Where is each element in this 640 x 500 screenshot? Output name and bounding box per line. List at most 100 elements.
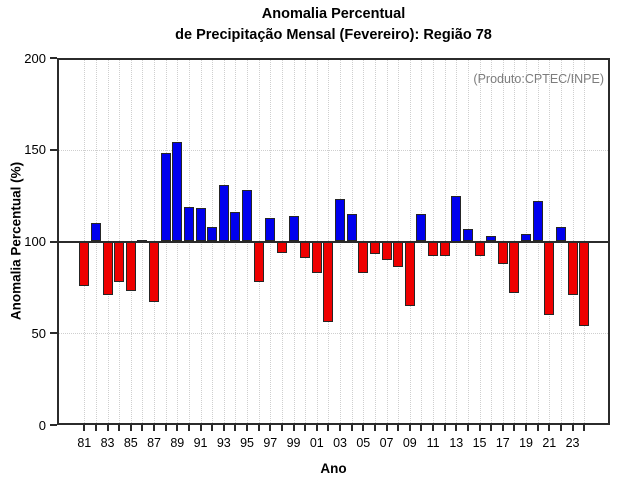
h-gridline-150 — [57, 149, 610, 151]
x-tick-07 — [385, 425, 388, 431]
bar-10 — [416, 213, 427, 242]
x-tick-82 — [94, 425, 97, 431]
x-tick-11 — [432, 425, 435, 431]
x-tick-03 — [339, 425, 342, 431]
x-tick-05 — [362, 425, 365, 431]
bar-21 — [544, 241, 555, 315]
bar-15 — [474, 241, 485, 257]
y-tick-label-200: 200 — [24, 50, 46, 66]
x-tick-81 — [83, 425, 86, 431]
bar-13 — [451, 195, 462, 242]
x-tick-95 — [246, 425, 249, 431]
bar-12 — [439, 241, 450, 257]
bar-90 — [183, 206, 194, 242]
x-tick-label-91: 91 — [193, 436, 208, 450]
x-tick-17 — [501, 425, 504, 431]
x-tick-label-19: 19 — [519, 436, 534, 450]
x-tick-22 — [559, 425, 562, 431]
bar-22 — [555, 226, 566, 242]
x-tick-label-15: 15 — [472, 436, 487, 450]
bar-87 — [149, 241, 160, 303]
x-tick-84 — [118, 425, 121, 431]
y-tick-label-0: 0 — [38, 417, 46, 433]
y-tick-100 — [50, 240, 57, 243]
x-tick-label-03: 03 — [333, 436, 348, 450]
bar-83 — [102, 241, 113, 295]
bar-07 — [381, 241, 392, 260]
x-tick-08 — [397, 425, 400, 431]
x-tick-10 — [420, 425, 423, 431]
x-tick-97 — [269, 425, 272, 431]
x-tick-label-95: 95 — [240, 436, 255, 450]
x-tick-88 — [164, 425, 167, 431]
x-tick-label-89: 89 — [170, 436, 185, 450]
chart-title-line2: de Precipitação Mensal (Fevereiro): Regi… — [175, 27, 492, 43]
x-tick-24 — [583, 425, 586, 431]
bar-94 — [230, 212, 241, 242]
bar-97 — [265, 217, 276, 242]
x-tick-label-17: 17 — [495, 436, 510, 450]
bar-02 — [323, 241, 334, 323]
x-tick-label-97: 97 — [263, 436, 278, 450]
x-tick-13 — [455, 425, 458, 431]
x-tick-04 — [350, 425, 353, 431]
x-tick-label-13: 13 — [449, 436, 464, 450]
bar-01 — [311, 241, 322, 273]
x-tick-23 — [571, 425, 574, 431]
bar-91 — [195, 208, 206, 242]
x-tick-label-07: 07 — [379, 436, 394, 450]
x-tick-01 — [315, 425, 318, 431]
bar-18 — [509, 241, 520, 293]
chart-title: Anomalia Percentual de Precipitação Mens… — [57, 4, 610, 46]
x-tick-14 — [466, 425, 469, 431]
x-tick-label-99: 99 — [286, 436, 301, 450]
bar-89 — [172, 142, 183, 242]
x-tick-87 — [153, 425, 156, 431]
x-tick-label-11: 11 — [426, 436, 440, 450]
x-tick-label-23: 23 — [565, 436, 580, 450]
y-tick-label-150: 150 — [24, 142, 46, 158]
plot-area — [57, 58, 610, 425]
x-tick-83 — [106, 425, 109, 431]
bar-93 — [218, 184, 229, 242]
x-tick-label-05: 05 — [356, 436, 371, 450]
x-axis-title: Ano — [320, 461, 347, 476]
y-tick-label-100: 100 — [24, 234, 46, 249]
bar-03 — [335, 199, 346, 242]
x-tick-label-83: 83 — [100, 436, 115, 450]
x-tick-18 — [513, 425, 516, 431]
y-tick-50 — [50, 332, 57, 335]
bar-00 — [300, 241, 311, 258]
bar-82 — [90, 223, 101, 242]
bar-92 — [207, 226, 218, 242]
x-tick-09 — [408, 425, 411, 431]
x-tick-85 — [129, 425, 132, 431]
x-tick-93 — [222, 425, 225, 431]
bar-17 — [497, 241, 508, 264]
chart-title-line1: Anomalia Percentual — [261, 6, 406, 22]
source-annotation: (Produto:CPTEC/INPE) — [473, 72, 604, 86]
bar-08 — [393, 241, 404, 268]
x-tick-91 — [199, 425, 202, 431]
y-tick-0 — [50, 424, 57, 426]
x-tick-12 — [443, 425, 446, 431]
bar-06 — [369, 241, 380, 255]
bar-96 — [253, 241, 264, 282]
x-tick-89 — [176, 425, 179, 431]
x-tick-96 — [257, 425, 260, 431]
x-tick-98 — [280, 425, 283, 431]
x-tick-label-21: 21 — [542, 436, 557, 450]
baseline-100 — [57, 240, 610, 243]
bar-95 — [242, 190, 253, 242]
x-tick-00 — [304, 425, 307, 431]
x-tick-02 — [327, 425, 330, 431]
x-tick-label-81: 81 — [77, 436, 92, 450]
bar-11 — [428, 241, 439, 257]
x-tick-16 — [490, 425, 493, 431]
y-tick-200 — [50, 57, 57, 59]
x-tick-label-87: 87 — [147, 436, 162, 450]
x-tick-15 — [478, 425, 481, 431]
bar-09 — [404, 241, 415, 306]
bar-24 — [579, 241, 590, 326]
